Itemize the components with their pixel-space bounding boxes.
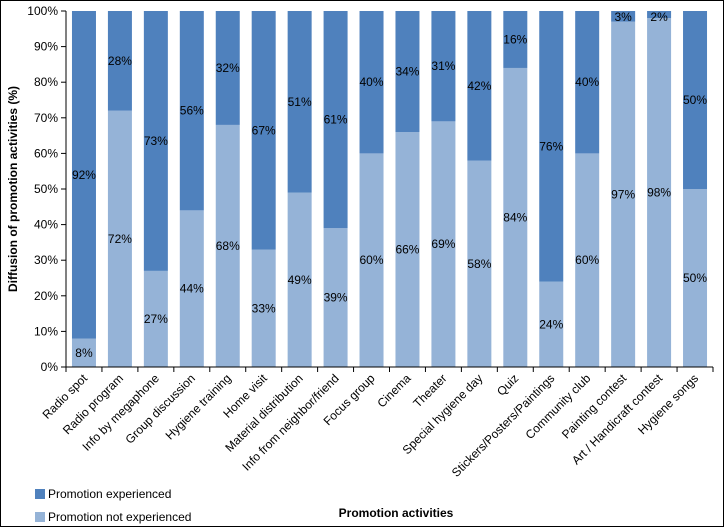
y-tick-label-7: 70% — [34, 111, 58, 125]
legend-label-not-experienced: Promotion not experienced — [48, 510, 191, 524]
y-tick-label-5: 50% — [34, 182, 58, 196]
bar-not-experienced-7 — [323, 228, 348, 367]
y-tick-label-2: 20% — [34, 289, 58, 303]
data-label-not-experienced-0: 8% — [75, 346, 93, 360]
bar-not-experienced-14 — [575, 153, 600, 367]
bar-experienced-12 — [503, 11, 528, 68]
bar-experienced-15 — [611, 11, 636, 22]
bar-not-experienced-3 — [179, 210, 204, 367]
axis-layer: 0% 10% 20% 30% 40% 50% 60% 70% 80% 90% 100% — [27, 4, 714, 374]
data-label-not-experienced-5: 33% — [252, 301, 276, 315]
bar-experienced-14 — [575, 11, 600, 154]
bar-experienced-8 — [359, 11, 384, 154]
data-label-experienced-14: 40% — [575, 75, 599, 89]
bar-experienced-11 — [467, 11, 492, 161]
data-label-not-experienced-11: 58% — [467, 257, 491, 271]
bar-not-experienced-10 — [431, 121, 456, 367]
bar-not-experienced-0 — [71, 338, 96, 367]
data-label-not-experienced-9: 66% — [395, 243, 419, 257]
bar-experienced-16 — [647, 11, 672, 19]
data-label-experienced-12: 16% — [503, 32, 527, 46]
data-label-not-experienced-7: 39% — [324, 291, 348, 305]
data-label-not-experienced-14: 60% — [575, 253, 599, 267]
data-label-not-experienced-10: 69% — [431, 237, 455, 251]
data-label-experienced-11: 42% — [467, 79, 491, 93]
bar-experienced-6 — [287, 11, 312, 193]
bar-experienced-9 — [395, 11, 420, 133]
data-label-experienced-16: 2% — [650, 10, 668, 24]
bar-experienced-13 — [539, 11, 564, 282]
bar-experienced-0 — [71, 11, 96, 339]
data-label-experienced-4: 32% — [216, 61, 240, 75]
bar-not-experienced-4 — [215, 124, 240, 367]
y-tick-label-10: 100% — [27, 4, 58, 18]
bar-not-experienced-1 — [107, 110, 132, 368]
legend-swatch-not-experienced — [35, 512, 45, 522]
data-label-not-experienced-6: 49% — [288, 273, 312, 287]
bar-not-experienced-6 — [287, 192, 312, 367]
data-label-not-experienced-13: 24% — [539, 317, 563, 331]
y-axis-title: Diffusion of promotion activities (%) — [6, 86, 20, 292]
y-tick-label-1: 10% — [34, 324, 58, 338]
bar-not-experienced-16 — [647, 18, 672, 368]
data-label-experienced-0: 92% — [72, 168, 96, 182]
data-label-not-experienced-17: 50% — [683, 271, 707, 285]
data-labels-layer: 8% 92% 72% 28% 27% 73% 44% 56% 68% 32% 33% 67% 49% 51… — [72, 10, 707, 360]
y-tick-label-9: 90% — [34, 40, 58, 54]
bar-not-experienced-11 — [467, 160, 492, 367]
bar-not-experienced-15 — [611, 21, 636, 368]
bar-experienced-2 — [143, 11, 168, 271]
bar-not-experienced-17 — [683, 189, 708, 367]
data-label-experienced-3: 56% — [180, 104, 204, 118]
bar-experienced-1 — [107, 11, 132, 111]
y-tick-label-0: 0% — [41, 360, 59, 374]
bar-not-experienced-5 — [251, 249, 276, 367]
data-label-not-experienced-4: 68% — [216, 239, 240, 253]
bar-experienced-10 — [431, 11, 456, 122]
data-label-experienced-1: 28% — [108, 54, 132, 68]
data-label-not-experienced-16: 98% — [647, 186, 671, 200]
bar-experienced-4 — [215, 11, 240, 125]
data-label-experienced-15: 3% — [614, 10, 632, 24]
legend-swatch-experienced — [35, 489, 45, 499]
data-label-experienced-5: 67% — [252, 123, 276, 137]
data-label-not-experienced-1: 72% — [108, 232, 132, 246]
category-label-12: Quiz — [494, 371, 521, 398]
data-label-experienced-8: 40% — [360, 75, 384, 89]
bar-not-experienced-2 — [143, 270, 168, 367]
bar-experienced-17 — [683, 11, 708, 189]
data-label-experienced-7: 61% — [324, 113, 348, 127]
data-label-not-experienced-2: 27% — [144, 312, 168, 326]
bar-not-experienced-8 — [359, 153, 384, 367]
x-axis-title: Promotion activities — [339, 506, 454, 520]
bar-not-experienced-12 — [503, 67, 528, 368]
legend-label-experienced: Promotion experienced — [48, 487, 171, 501]
data-label-not-experienced-3: 44% — [180, 282, 204, 296]
data-label-experienced-17: 50% — [683, 93, 707, 107]
category-label-9: Cinema — [374, 371, 413, 410]
y-tick-label-8: 80% — [34, 75, 58, 89]
bar-not-experienced-13 — [539, 281, 564, 367]
data-label-not-experienced-12: 84% — [503, 210, 527, 224]
data-label-not-experienced-15: 97% — [611, 187, 635, 201]
bar-experienced-7 — [323, 11, 348, 229]
data-label-experienced-2: 73% — [144, 134, 168, 148]
bar-experienced-5 — [251, 11, 276, 250]
data-label-experienced-9: 34% — [395, 65, 419, 79]
legend: Promotion experienced Promotion not expe… — [35, 487, 191, 524]
data-label-experienced-10: 31% — [431, 59, 455, 73]
bars-layer — [71, 11, 708, 368]
bar-experienced-3 — [179, 11, 204, 211]
data-label-not-experienced-8: 60% — [360, 253, 384, 267]
bar-not-experienced-9 — [395, 132, 420, 367]
data-label-experienced-13: 76% — [539, 139, 563, 153]
y-tick-label-3: 30% — [34, 253, 58, 267]
y-tick-label-6: 60% — [34, 146, 58, 160]
data-label-experienced-6: 51% — [288, 95, 312, 109]
y-tick-label-4: 40% — [34, 218, 58, 232]
